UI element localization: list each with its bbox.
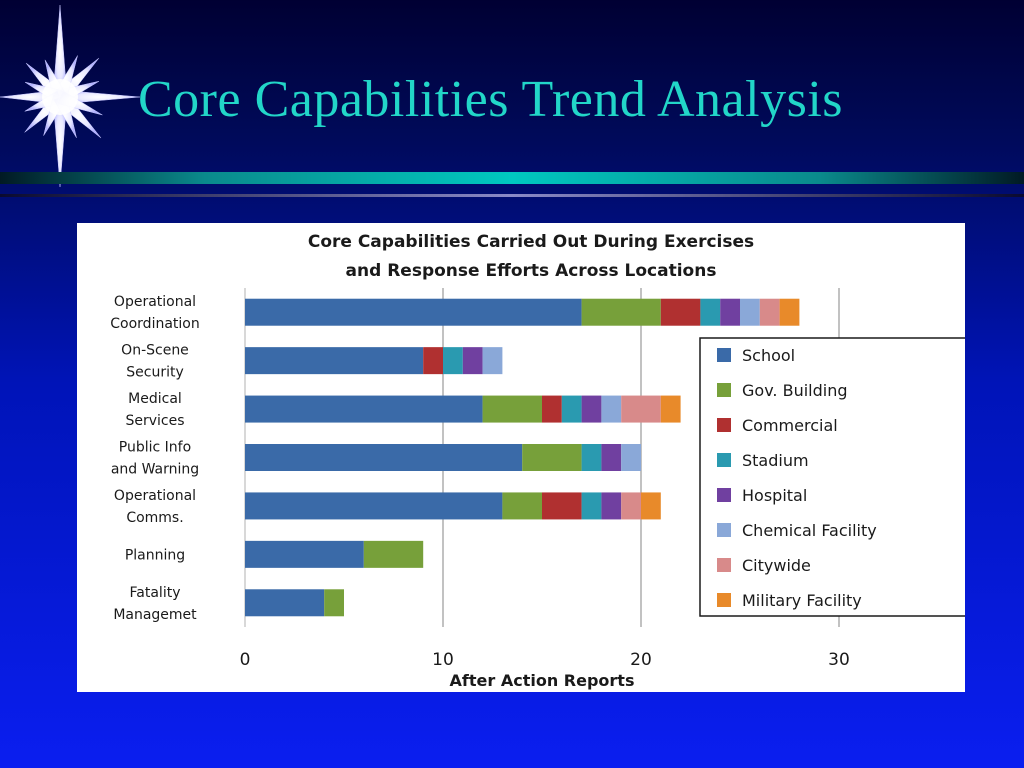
chart-title-line-2: and Response Efforts Across Locations xyxy=(346,261,717,281)
legend-swatch xyxy=(717,453,731,467)
bar-segment xyxy=(621,444,641,471)
bar-segment xyxy=(502,492,542,520)
y-category-label: Security xyxy=(126,365,184,381)
legend-label: Commercial xyxy=(742,416,838,435)
bar-segment xyxy=(700,298,721,326)
chart-title-line-1: Core Capabilities Carried Out During Exe… xyxy=(308,232,754,252)
y-category-label: and Warning xyxy=(111,462,199,478)
legend-swatch xyxy=(717,348,731,362)
bar-segment xyxy=(542,395,562,423)
legend-box xyxy=(699,337,965,617)
bar-segment xyxy=(462,347,483,375)
y-category-label: Managemet xyxy=(113,607,197,623)
legend-swatch xyxy=(717,383,731,397)
bar-segment xyxy=(245,298,582,326)
bar-segment xyxy=(779,298,800,326)
bar-segment xyxy=(581,395,602,423)
bar-segment xyxy=(324,589,344,617)
bar-segment xyxy=(363,540,424,568)
legend-label: Hospital xyxy=(742,486,807,505)
legend-label: Citywide xyxy=(742,556,811,575)
y-category-label: Coordination xyxy=(110,316,199,332)
slide-title: Core Capabilities Trend Analysis xyxy=(138,71,843,128)
x-tick-label: 30 xyxy=(828,650,850,670)
bar-segment xyxy=(740,298,760,326)
bar-segment xyxy=(245,347,424,375)
bar-segment xyxy=(581,298,661,326)
bar-segment xyxy=(245,444,523,471)
bar-segment xyxy=(482,395,542,423)
title-divider xyxy=(0,172,1024,184)
y-category-label: Medical xyxy=(128,391,182,407)
bar-segment xyxy=(245,395,483,423)
bar-segment xyxy=(245,540,364,568)
y-category-label: Public Info xyxy=(119,440,191,456)
y-category-label: Services xyxy=(125,413,184,429)
bar-segment xyxy=(601,492,622,520)
y-category-label: Fatality xyxy=(130,585,181,601)
bar-segment xyxy=(621,395,661,423)
bar-segment xyxy=(601,395,622,423)
bar-segment xyxy=(660,395,681,423)
bar-segment xyxy=(581,492,602,520)
bar-segment xyxy=(601,444,622,471)
y-category-label: Planning xyxy=(125,547,185,563)
bar-segment xyxy=(660,298,701,326)
bar-segment xyxy=(245,589,325,617)
legend-label: Military Facility xyxy=(742,591,862,610)
bar-segment xyxy=(443,347,463,375)
star-burst-icon xyxy=(0,4,140,188)
y-category-label: On-Scene xyxy=(121,343,189,359)
bar-segment xyxy=(581,444,602,471)
legend-swatch xyxy=(717,593,731,607)
stacked-bar-chart: Core Capabilities Carried Out During Exe… xyxy=(110,232,965,690)
legend-label: Stadium xyxy=(742,451,809,470)
bar-segment xyxy=(482,347,503,375)
legend-label: School xyxy=(742,346,795,365)
bar-segment xyxy=(522,444,582,471)
legend-swatch xyxy=(717,523,731,537)
x-axis-title: After Action Reports xyxy=(450,671,635,690)
legend-swatch xyxy=(717,488,731,502)
x-tick-label: 10 xyxy=(432,650,454,670)
chart-panel: Core Capabilities Carried Out During Exe… xyxy=(77,223,965,692)
bar-segment xyxy=(759,298,780,326)
x-tick-label: 20 xyxy=(630,650,652,670)
legend-label: Chemical Facility xyxy=(742,521,877,540)
bar-segment xyxy=(423,347,443,375)
bar-segment xyxy=(245,492,503,520)
y-category-label: Operational xyxy=(114,294,196,310)
legend-swatch xyxy=(717,418,731,432)
bar-segment xyxy=(720,298,740,326)
bar-segment xyxy=(641,492,661,520)
title-divider-thin xyxy=(0,194,1024,197)
legend-swatch xyxy=(717,558,731,572)
y-category-label: Operational xyxy=(114,488,196,504)
bar-segment xyxy=(542,492,582,520)
bar-segment xyxy=(561,395,582,423)
legend-label: Gov. Building xyxy=(742,381,848,400)
x-tick-label: 0 xyxy=(240,650,251,670)
bar-segment xyxy=(621,492,641,520)
y-category-label: Comms. xyxy=(126,510,183,526)
